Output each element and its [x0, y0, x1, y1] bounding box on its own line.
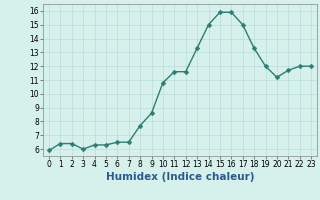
X-axis label: Humidex (Indice chaleur): Humidex (Indice chaleur)	[106, 172, 254, 182]
